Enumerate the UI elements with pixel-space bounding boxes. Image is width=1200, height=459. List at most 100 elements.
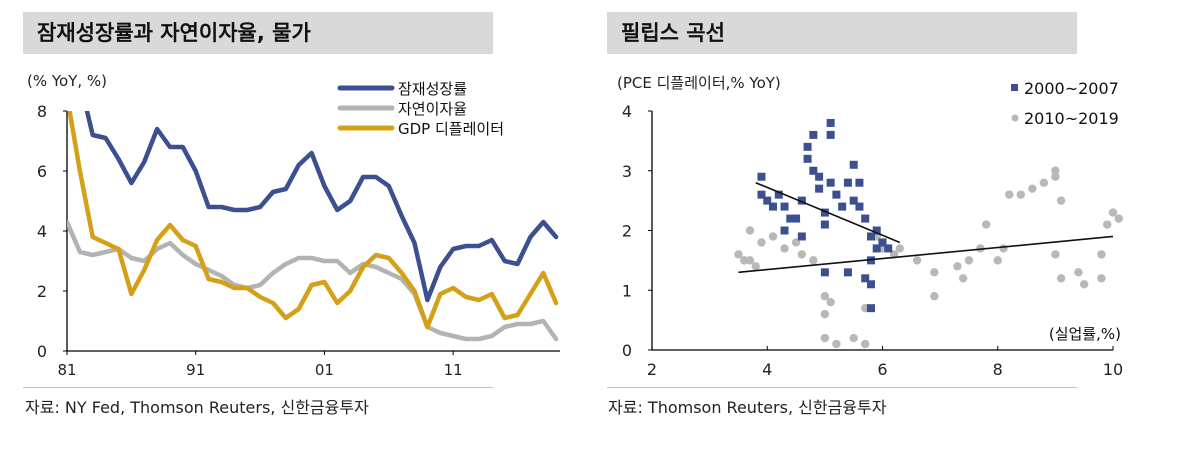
- scatter-point-2000s: [757, 190, 766, 199]
- y-tick-label: 4: [622, 102, 632, 121]
- y-tick-label: 8: [37, 102, 47, 121]
- scatter-point-2000s: [855, 202, 864, 211]
- scatter-point-2010s: [809, 256, 818, 265]
- legend-marker-circle: [1011, 114, 1019, 122]
- x-tick-label: 01: [315, 361, 334, 379]
- right-source-divider: [607, 387, 1077, 388]
- trendline-1: [738, 235, 1114, 274]
- scatter-point-2010s: [993, 256, 1002, 265]
- scatter-point-2000s: [809, 166, 818, 175]
- scatter-point-2000s: [866, 304, 875, 313]
- scatter-point-2010s: [1039, 178, 1049, 187]
- series-line-2: [67, 111, 559, 330]
- scatter-point-2000s: [826, 118, 835, 127]
- scatter-point-2000s: [843, 268, 852, 277]
- scatter-point-2000s: [843, 178, 852, 187]
- scatter-point-2000s: [803, 154, 812, 163]
- scatter-point-2010s: [1028, 184, 1037, 193]
- scatter-point-2000s: [797, 196, 806, 205]
- scatter-point-2000s: [826, 130, 835, 139]
- scatter-point-2010s: [895, 244, 904, 253]
- scatter-point-2010s: [1097, 274, 1106, 283]
- y-tick-label: 4: [37, 222, 47, 241]
- scatter-point-2010s: [1051, 172, 1060, 181]
- scatter-point-2000s: [832, 190, 841, 199]
- y-tick-label: 6: [37, 162, 47, 181]
- scatter-point-2000s: [855, 178, 864, 187]
- scatter-point-2010s: [1114, 214, 1123, 223]
- scatter-point-2010s: [1005, 190, 1014, 199]
- scatter-point-2010s: [1079, 280, 1089, 289]
- scatter-point-2000s: [815, 184, 824, 193]
- x-tick-label: 91: [186, 361, 205, 379]
- scatter-point-2010s: [953, 262, 962, 271]
- scatter-point-2010s: [1056, 196, 1066, 205]
- scatter-point-2010s: [1108, 208, 1118, 217]
- scatter-point-2000s: [809, 130, 818, 139]
- scatter-point-2010s: [1074, 268, 1083, 277]
- scatter-point-2000s: [780, 202, 789, 211]
- y-tick-label: 3: [622, 162, 632, 181]
- scatter-point-2000s: [884, 244, 893, 253]
- x-tick-label: 4: [762, 360, 772, 379]
- legend-label: 2010~2019: [1024, 109, 1119, 128]
- x-tick-label: 2: [647, 360, 657, 379]
- scatter-point-2000s: [872, 244, 881, 253]
- scatter-point-2010s: [1016, 190, 1025, 199]
- scatter-point-2010s: [912, 256, 922, 265]
- scatter-point-2000s: [838, 202, 847, 211]
- legend-label: GDP 디플레이터: [398, 120, 504, 138]
- scatter-point-2010s: [930, 268, 939, 277]
- scatter-point-2000s: [792, 214, 801, 223]
- scatter-point-2000s: [820, 208, 829, 217]
- scatter-point-2010s: [1051, 250, 1060, 259]
- scatter-point-2010s: [1056, 274, 1066, 283]
- left-source-divider: [23, 387, 493, 388]
- x-axis-unit: (실업률,%): [1049, 325, 1121, 343]
- scatter-point-2010s: [958, 274, 968, 283]
- scatter-point-2010s: [820, 309, 830, 319]
- scatter-point-2000s: [780, 226, 789, 235]
- scatter-point-2000s: [815, 172, 824, 181]
- x-tick-label: 8: [993, 360, 1003, 379]
- scatter-point-2000s: [803, 142, 812, 151]
- legend-label: 자연이자율: [398, 100, 467, 118]
- scatter-point-2000s: [849, 160, 858, 169]
- left-chart-title: 잠재성장률과 자연이자율, 물가: [23, 12, 493, 54]
- scatter-point-2010s: [1051, 166, 1060, 175]
- y-tick-label: 1: [622, 281, 632, 300]
- scatter-point-2010s: [826, 298, 835, 307]
- right-chart-unit: (PCE 디플레이터,% YoY): [617, 74, 781, 92]
- legend-label: 잠재성장률: [398, 80, 467, 98]
- scatter-point-2010s: [999, 244, 1008, 253]
- scatter-point-2000s: [872, 226, 881, 235]
- scatter-point-2000s: [820, 220, 829, 229]
- scatter-point-2010s: [734, 250, 743, 259]
- scatter-point-2010s: [930, 292, 939, 301]
- scatter-point-2000s: [763, 196, 772, 205]
- scatter-point-2010s: [780, 244, 789, 253]
- scatter-point-2010s: [768, 232, 778, 241]
- scatter-point-2000s: [757, 172, 766, 181]
- scatter-point-2010s: [1103, 220, 1112, 229]
- x-tick-label: 10: [1103, 360, 1123, 379]
- legend-label: 2000~2007: [1024, 79, 1119, 98]
- x-tick-label: 6: [877, 360, 887, 379]
- phillips-scatter-chart: 0 1 2 3 4 2 4 6 8 10 2000~2007 2010~2019 (실업률,%): [622, 79, 1123, 379]
- scatter-point-2010s: [797, 250, 807, 259]
- scatter-point-2000s: [820, 268, 829, 277]
- right-source-note: 자료: Thomson Reuters, 신한금융투자: [608, 398, 887, 417]
- scatter-point-2010s: [820, 292, 830, 301]
- series-line-0: [84, 111, 559, 303]
- scatter-point-2010s: [964, 256, 974, 265]
- left-source-note: 자료: NY Fed, Thomson Reuters, 신한금융투자: [25, 398, 369, 417]
- x-tick-label: 11: [444, 361, 463, 379]
- scatter-point-2010s: [982, 220, 991, 229]
- scatter-point-2000s: [861, 274, 870, 283]
- scatter-point-2010s: [745, 226, 755, 235]
- scatter-point-2010s: [832, 339, 841, 349]
- scatter-point-2010s: [751, 262, 760, 271]
- scatter-point-2000s: [866, 280, 875, 289]
